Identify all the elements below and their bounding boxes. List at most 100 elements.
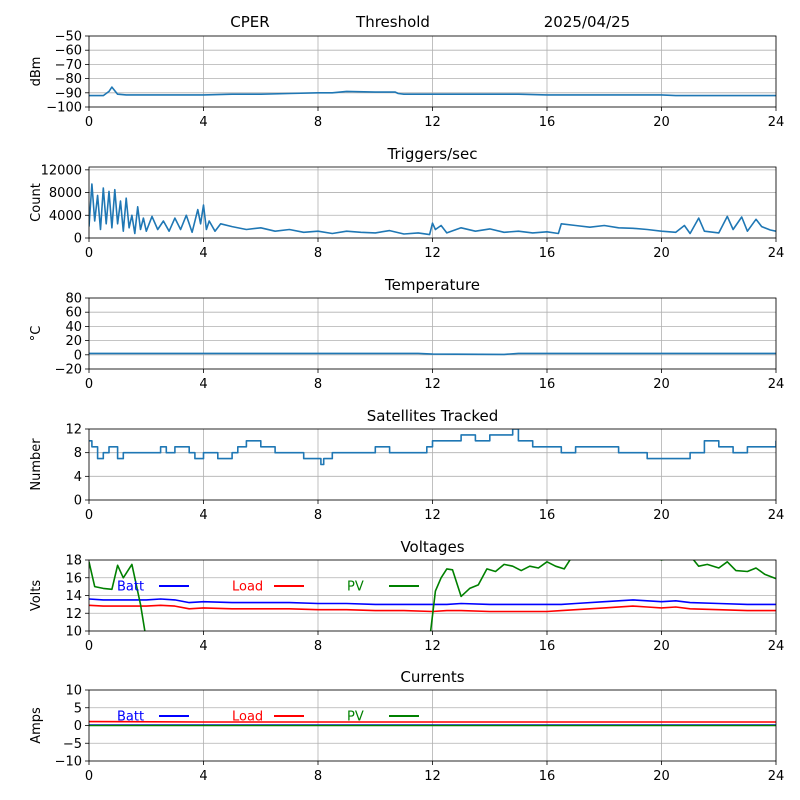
x-tick-label: 8 [314, 508, 322, 523]
y-tick-label: −70 [55, 58, 82, 73]
y-tick-label: −100 [46, 101, 82, 116]
x-tick-label: 0 [85, 115, 93, 130]
y-tick-label: −10 [55, 755, 82, 770]
y-tick-label: 18 [65, 554, 82, 569]
x-tick-label: 4 [199, 769, 207, 784]
header-date: 2025/04/25 [544, 13, 630, 31]
series-line-data [89, 86, 776, 97]
y-axis-label: Number [29, 438, 44, 491]
axes-frame [88, 35, 777, 108]
x-tick-label: 20 [653, 115, 670, 130]
axes-frame [88, 428, 777, 501]
y-tick-label: 0 [74, 348, 82, 363]
y-tick-label: 10 [65, 684, 82, 699]
x-tick-label: 20 [653, 246, 670, 261]
x-tick-label: 20 [653, 639, 670, 654]
chart-title: Temperature [384, 276, 480, 294]
y-tick-label: 5 [74, 701, 82, 716]
x-tick-label: 12 [424, 639, 441, 654]
chart-currents: 0 4 8 12 16 20 24 −10 −5 0 5 10 Currents Amps Batt Load… [29, 668, 784, 784]
x-tick-label: 8 [314, 769, 322, 784]
legend-label-load: Load [232, 710, 263, 725]
x-tick-label: 4 [199, 508, 207, 523]
axes-frame [88, 297, 777, 370]
x-tick-label: 24 [768, 639, 785, 654]
y-tick-label: 12 [65, 423, 82, 438]
series-line-data [89, 183, 776, 236]
y-tick-label: 8000 [49, 186, 82, 201]
series-line-data [89, 352, 776, 356]
axes-frame [88, 689, 777, 762]
header-station: CPER [230, 13, 269, 31]
series-line-batt [89, 598, 776, 606]
legend-label-batt: Batt [117, 580, 144, 595]
x-tick-label: 16 [539, 377, 556, 392]
x-tick-label: 24 [768, 508, 785, 523]
y-tick-label: 12000 [41, 163, 82, 178]
y-tick-label: 20 [65, 334, 82, 349]
y-tick-label: −60 [55, 44, 82, 59]
x-tick-label: 12 [424, 115, 441, 130]
y-tick-label: 10 [65, 625, 82, 640]
x-tick-label: 4 [199, 639, 207, 654]
x-tick-label: 12 [424, 769, 441, 784]
y-tick-label: 12 [65, 607, 82, 622]
x-tick-label: 16 [539, 246, 556, 261]
chart-title: Voltages [400, 538, 464, 556]
y-tick-label: −50 [55, 30, 82, 45]
x-tick-label: 12 [424, 508, 441, 523]
x-tick-label: 24 [768, 246, 785, 261]
x-tick-label: 8 [314, 115, 322, 130]
x-tick-label: 16 [539, 508, 556, 523]
x-tick-label: 0 [85, 377, 93, 392]
x-tick-label: 16 [539, 769, 556, 784]
y-tick-label: 14 [65, 589, 82, 604]
y-tick-label: 0 [74, 719, 82, 734]
header-mode: Threshold [355, 13, 430, 31]
y-tick-label: −5 [63, 737, 82, 752]
y-axis-label: Count [29, 183, 44, 222]
x-tick-label: 0 [85, 508, 93, 523]
y-tick-label: 8 [74, 446, 82, 461]
x-tick-label: 20 [653, 508, 670, 523]
y-tick-label: 80 [65, 292, 82, 307]
y-tick-label: −90 [55, 86, 82, 101]
chart-satellites: 0 4 8 12 16 20 24 0 4 8 12 Satellites Tracked Number [29, 407, 784, 523]
chart-title: Triggers/sec [387, 145, 478, 163]
x-tick-label: 0 [85, 246, 93, 261]
x-tick-label: 12 [424, 377, 441, 392]
axes-frame [88, 559, 777, 632]
x-tick-label: 24 [768, 377, 785, 392]
y-tick-label: 4000 [49, 209, 82, 224]
x-tick-label: 24 [768, 115, 785, 130]
series-line-data [89, 429, 776, 466]
y-tick-label: 16 [65, 571, 82, 586]
y-tick-label: −80 [55, 72, 82, 87]
x-tick-label: 4 [199, 115, 207, 130]
x-tick-label: 0 [85, 639, 93, 654]
y-tick-label: 0 [74, 232, 82, 247]
y-axis-label: Volts [29, 580, 44, 612]
x-tick-label: 0 [85, 769, 93, 784]
x-tick-label: 8 [314, 246, 322, 261]
x-tick-label: 8 [314, 639, 322, 654]
y-tick-label: 0 [74, 494, 82, 509]
y-tick-label: −20 [55, 363, 82, 378]
x-tick-label: 12 [424, 246, 441, 261]
y-axis-label: Amps [29, 707, 44, 744]
legend-label-pv: PV [347, 710, 364, 725]
x-tick-label: 24 [768, 769, 785, 784]
legend-label-pv: PV [347, 580, 364, 595]
x-tick-label: 16 [539, 115, 556, 130]
axes-frame [88, 166, 777, 239]
x-tick-label: 16 [539, 639, 556, 654]
header: CPER Threshold 2025/04/25 [230, 13, 630, 31]
y-axis-label: dBm [29, 57, 44, 87]
y-tick-label: 4 [74, 470, 82, 485]
chart-title: Satellites Tracked [367, 407, 498, 425]
x-tick-label: 8 [314, 377, 322, 392]
